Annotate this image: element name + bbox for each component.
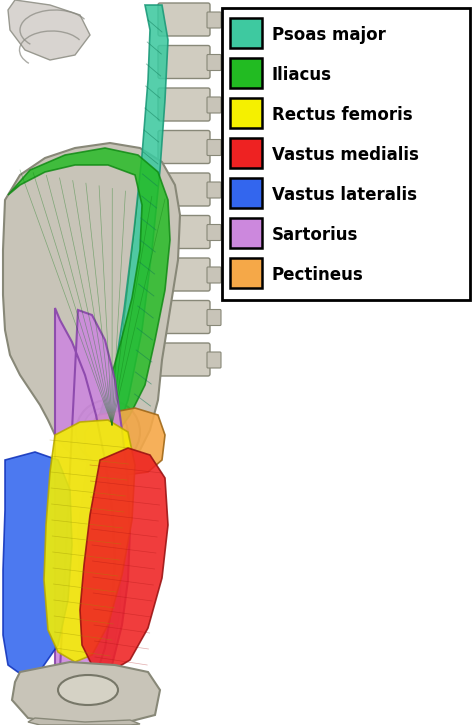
FancyBboxPatch shape	[207, 267, 221, 283]
FancyBboxPatch shape	[158, 300, 210, 334]
Polygon shape	[55, 308, 130, 718]
FancyBboxPatch shape	[207, 310, 221, 326]
FancyBboxPatch shape	[207, 352, 221, 368]
FancyBboxPatch shape	[207, 182, 221, 198]
Polygon shape	[12, 662, 160, 724]
FancyBboxPatch shape	[222, 8, 470, 300]
FancyBboxPatch shape	[158, 173, 210, 206]
FancyBboxPatch shape	[158, 343, 210, 376]
Text: Sartorius: Sartorius	[272, 226, 358, 244]
Polygon shape	[3, 452, 72, 675]
FancyBboxPatch shape	[230, 138, 262, 168]
FancyBboxPatch shape	[230, 98, 262, 128]
FancyBboxPatch shape	[230, 218, 262, 248]
FancyBboxPatch shape	[230, 18, 262, 48]
FancyBboxPatch shape	[207, 54, 221, 70]
FancyBboxPatch shape	[158, 3, 210, 36]
Polygon shape	[28, 718, 140, 725]
Polygon shape	[78, 452, 122, 668]
Polygon shape	[85, 408, 165, 475]
FancyBboxPatch shape	[158, 215, 210, 249]
Text: Iliacus: Iliacus	[272, 66, 332, 84]
Text: Pectineus: Pectineus	[272, 266, 364, 284]
Polygon shape	[8, 0, 90, 60]
Circle shape	[88, 412, 128, 452]
FancyBboxPatch shape	[230, 178, 262, 208]
Text: Psoas major: Psoas major	[272, 26, 386, 44]
Circle shape	[76, 400, 140, 464]
Polygon shape	[44, 420, 135, 662]
FancyBboxPatch shape	[158, 258, 210, 291]
FancyBboxPatch shape	[207, 12, 221, 28]
Polygon shape	[8, 148, 170, 434]
Polygon shape	[80, 448, 168, 672]
FancyBboxPatch shape	[230, 258, 262, 288]
FancyBboxPatch shape	[158, 130, 210, 164]
Ellipse shape	[58, 675, 118, 705]
Text: Vastus medialis: Vastus medialis	[272, 146, 419, 164]
FancyBboxPatch shape	[207, 225, 221, 241]
Circle shape	[83, 408, 127, 452]
FancyBboxPatch shape	[207, 97, 221, 113]
Text: Vastus lateralis: Vastus lateralis	[272, 186, 417, 204]
Polygon shape	[3, 143, 180, 465]
FancyBboxPatch shape	[158, 88, 210, 121]
FancyBboxPatch shape	[207, 139, 221, 155]
Polygon shape	[100, 5, 168, 432]
FancyBboxPatch shape	[230, 58, 262, 88]
FancyBboxPatch shape	[158, 46, 210, 78]
Text: Rectus femoris: Rectus femoris	[272, 106, 413, 124]
